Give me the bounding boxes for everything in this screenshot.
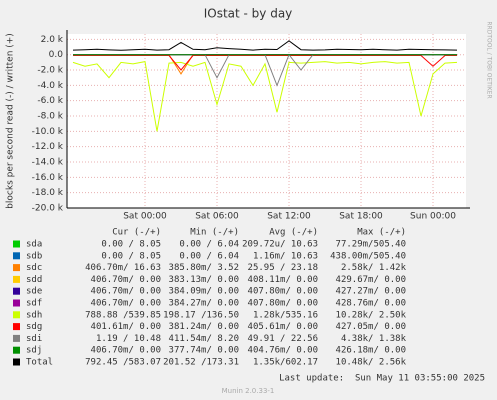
legend-stat: 2.58k/ 1.42k (341, 263, 407, 273)
y-tick-label: -18.0 k (32, 188, 64, 198)
y-tick-label: -12.0 k (32, 142, 64, 152)
legend-label: sdj (26, 346, 42, 356)
legend-swatch (13, 252, 20, 260)
legend-stat: 408.11m/ 0.00 (248, 275, 318, 285)
legend-stat: 405.61m/ 0.00 (248, 322, 318, 332)
legend-stat: 383.13m/ 0.00 (169, 275, 239, 285)
legend-label: sda (26, 240, 42, 250)
legend-stat: 49.91 / 22.56 (248, 334, 318, 344)
legend-swatch (13, 311, 20, 319)
y-tick-label: -20.0 k (32, 204, 64, 214)
legend-stat: 401.61m/ 0.00 (91, 322, 161, 332)
column-header: Avg (-/+) (269, 228, 318, 238)
y-tick-label: -4.0 k (37, 81, 63, 91)
column-header: Min (-/+) (190, 228, 239, 238)
legend-label: sde (26, 287, 42, 297)
legend-label: sdb (26, 251, 42, 261)
legend-stat: 406.70m/ 0.00 (91, 287, 161, 297)
legend-stat: 406.70m/ 0.00 (91, 346, 161, 356)
y-tick-label: 0.0 (49, 50, 64, 60)
x-tick-label: Sat 12:00 (267, 212, 311, 222)
legend-swatch (13, 240, 20, 248)
chart-title: IOstat - by day (204, 7, 293, 21)
legend-stat: 438.00m/505.40 (330, 251, 406, 261)
legend-stat: 198.17 /136.50 (163, 310, 239, 320)
legend-stat: 407.80m/ 0.00 (248, 287, 318, 297)
legend-stat: 377.74m/ 0.00 (169, 346, 239, 356)
legend-stat: 427.05m/ 0.00 (336, 322, 406, 332)
legend-stat: 25.95 / 23.18 (248, 263, 318, 273)
legend-label: sdd (26, 275, 42, 285)
legend-stat: 426.18m/ 0.00 (336, 346, 406, 356)
last-update: Last update: Sun May 11 03:55:00 2025 (279, 374, 485, 384)
legend-stat: 411.54m/ 8.20 (169, 334, 239, 344)
legend-stat: 384.09m/ 0.00 (169, 287, 239, 297)
legend-stat: 1.16m/ 10.63 (253, 251, 318, 261)
legend-stat: 792.45 /583.07 (85, 358, 161, 368)
legend-stat: 10.28k/ 2.50k (336, 310, 407, 320)
legend-stat: 404.76m/ 0.00 (248, 346, 318, 356)
legend-swatch (13, 287, 20, 295)
column-header: Cur (-/+) (112, 228, 161, 238)
legend-swatch (13, 334, 20, 342)
legend-stat: 407.80m/ 0.00 (248, 299, 318, 309)
legend-stat: 201.52 /173.31 (163, 358, 239, 368)
legend-stat: 0.00 / 8.05 (101, 251, 161, 261)
legend-swatch (13, 275, 20, 283)
legend-swatch (13, 323, 20, 331)
legend-stat: 385.80m/ 3.52 (169, 263, 239, 273)
y-tick-label: -2.0 k (37, 66, 63, 76)
legend-stat: 0.00 / 8.05 (101, 240, 161, 250)
legend-stat: 1.28k/535.16 (253, 310, 318, 320)
x-tick-label: Sat 00:00 (123, 212, 167, 222)
legend-stat: 406.70m/ 16.63 (85, 263, 161, 273)
legend-stat: 788.88 /539.85 (85, 310, 161, 320)
legend-label: sdf (26, 299, 42, 309)
plot-area (67, 34, 466, 208)
legend-stat: 1.19 / 10.48 (96, 334, 161, 344)
legend-label: sdc (26, 263, 42, 273)
legend-stat: 406.70m/ 0.00 (91, 275, 161, 285)
legend-stat: 77.29m/505.40 (336, 240, 406, 250)
series-line (72, 40, 458, 51)
legend-swatch (13, 346, 20, 354)
legend-swatch (13, 358, 20, 366)
side-text: RRDTOOL / TOBI OETIKER (486, 21, 493, 98)
legend-stat: 0.00 / 6.04 (179, 251, 239, 261)
y-tick-label: -10.0 k (32, 127, 64, 137)
legend-label: sdh (26, 310, 42, 320)
legend-stat: 209.72u/ 10.63 (242, 240, 318, 250)
legend-stat: 381.24m/ 0.00 (169, 322, 239, 332)
legend-stat: 0.00 / 6.04 (179, 240, 239, 250)
series-line (72, 61, 458, 132)
y-tick-label: -14.0 k (32, 158, 64, 168)
legend-label: sdg (26, 322, 42, 332)
legend-stat: 427.27m/ 0.00 (336, 287, 406, 297)
y-tick-label: -6.0 k (37, 96, 63, 106)
legend-stat: 1.35k/602.17 (253, 358, 318, 368)
column-header: Max (-/+) (357, 228, 406, 238)
legend-stat: 384.27m/ 0.00 (169, 299, 239, 309)
legend-label: sdi (26, 334, 42, 344)
legend-stat: 10.48k/ 2.56k (336, 358, 407, 368)
legend-stat: 429.67m/ 0.00 (336, 275, 406, 285)
y-axis-label: blocks per second read (-) / written (+) (6, 33, 16, 209)
legend-stat: 406.70m/ 0.00 (91, 299, 161, 309)
legend-swatch (13, 299, 20, 307)
y-tick-label: -16.0 k (32, 173, 64, 183)
x-tick-label: Sat 18:00 (339, 212, 383, 222)
x-tick-label: Sat 06:00 (195, 212, 239, 222)
y-tick-label: -8.0 k (37, 112, 63, 122)
legend-stat: 428.76m/ 0.00 (336, 299, 406, 309)
legend-swatch (13, 264, 20, 272)
x-tick-label: Sun 00:00 (410, 212, 456, 222)
legend-label: Total (26, 358, 53, 368)
y-tick-label: 2.0 k (41, 35, 64, 45)
legend-stat: 4.38k/ 1.38k (341, 334, 407, 344)
footer: Munin 2.0.33-1 (222, 387, 275, 395)
